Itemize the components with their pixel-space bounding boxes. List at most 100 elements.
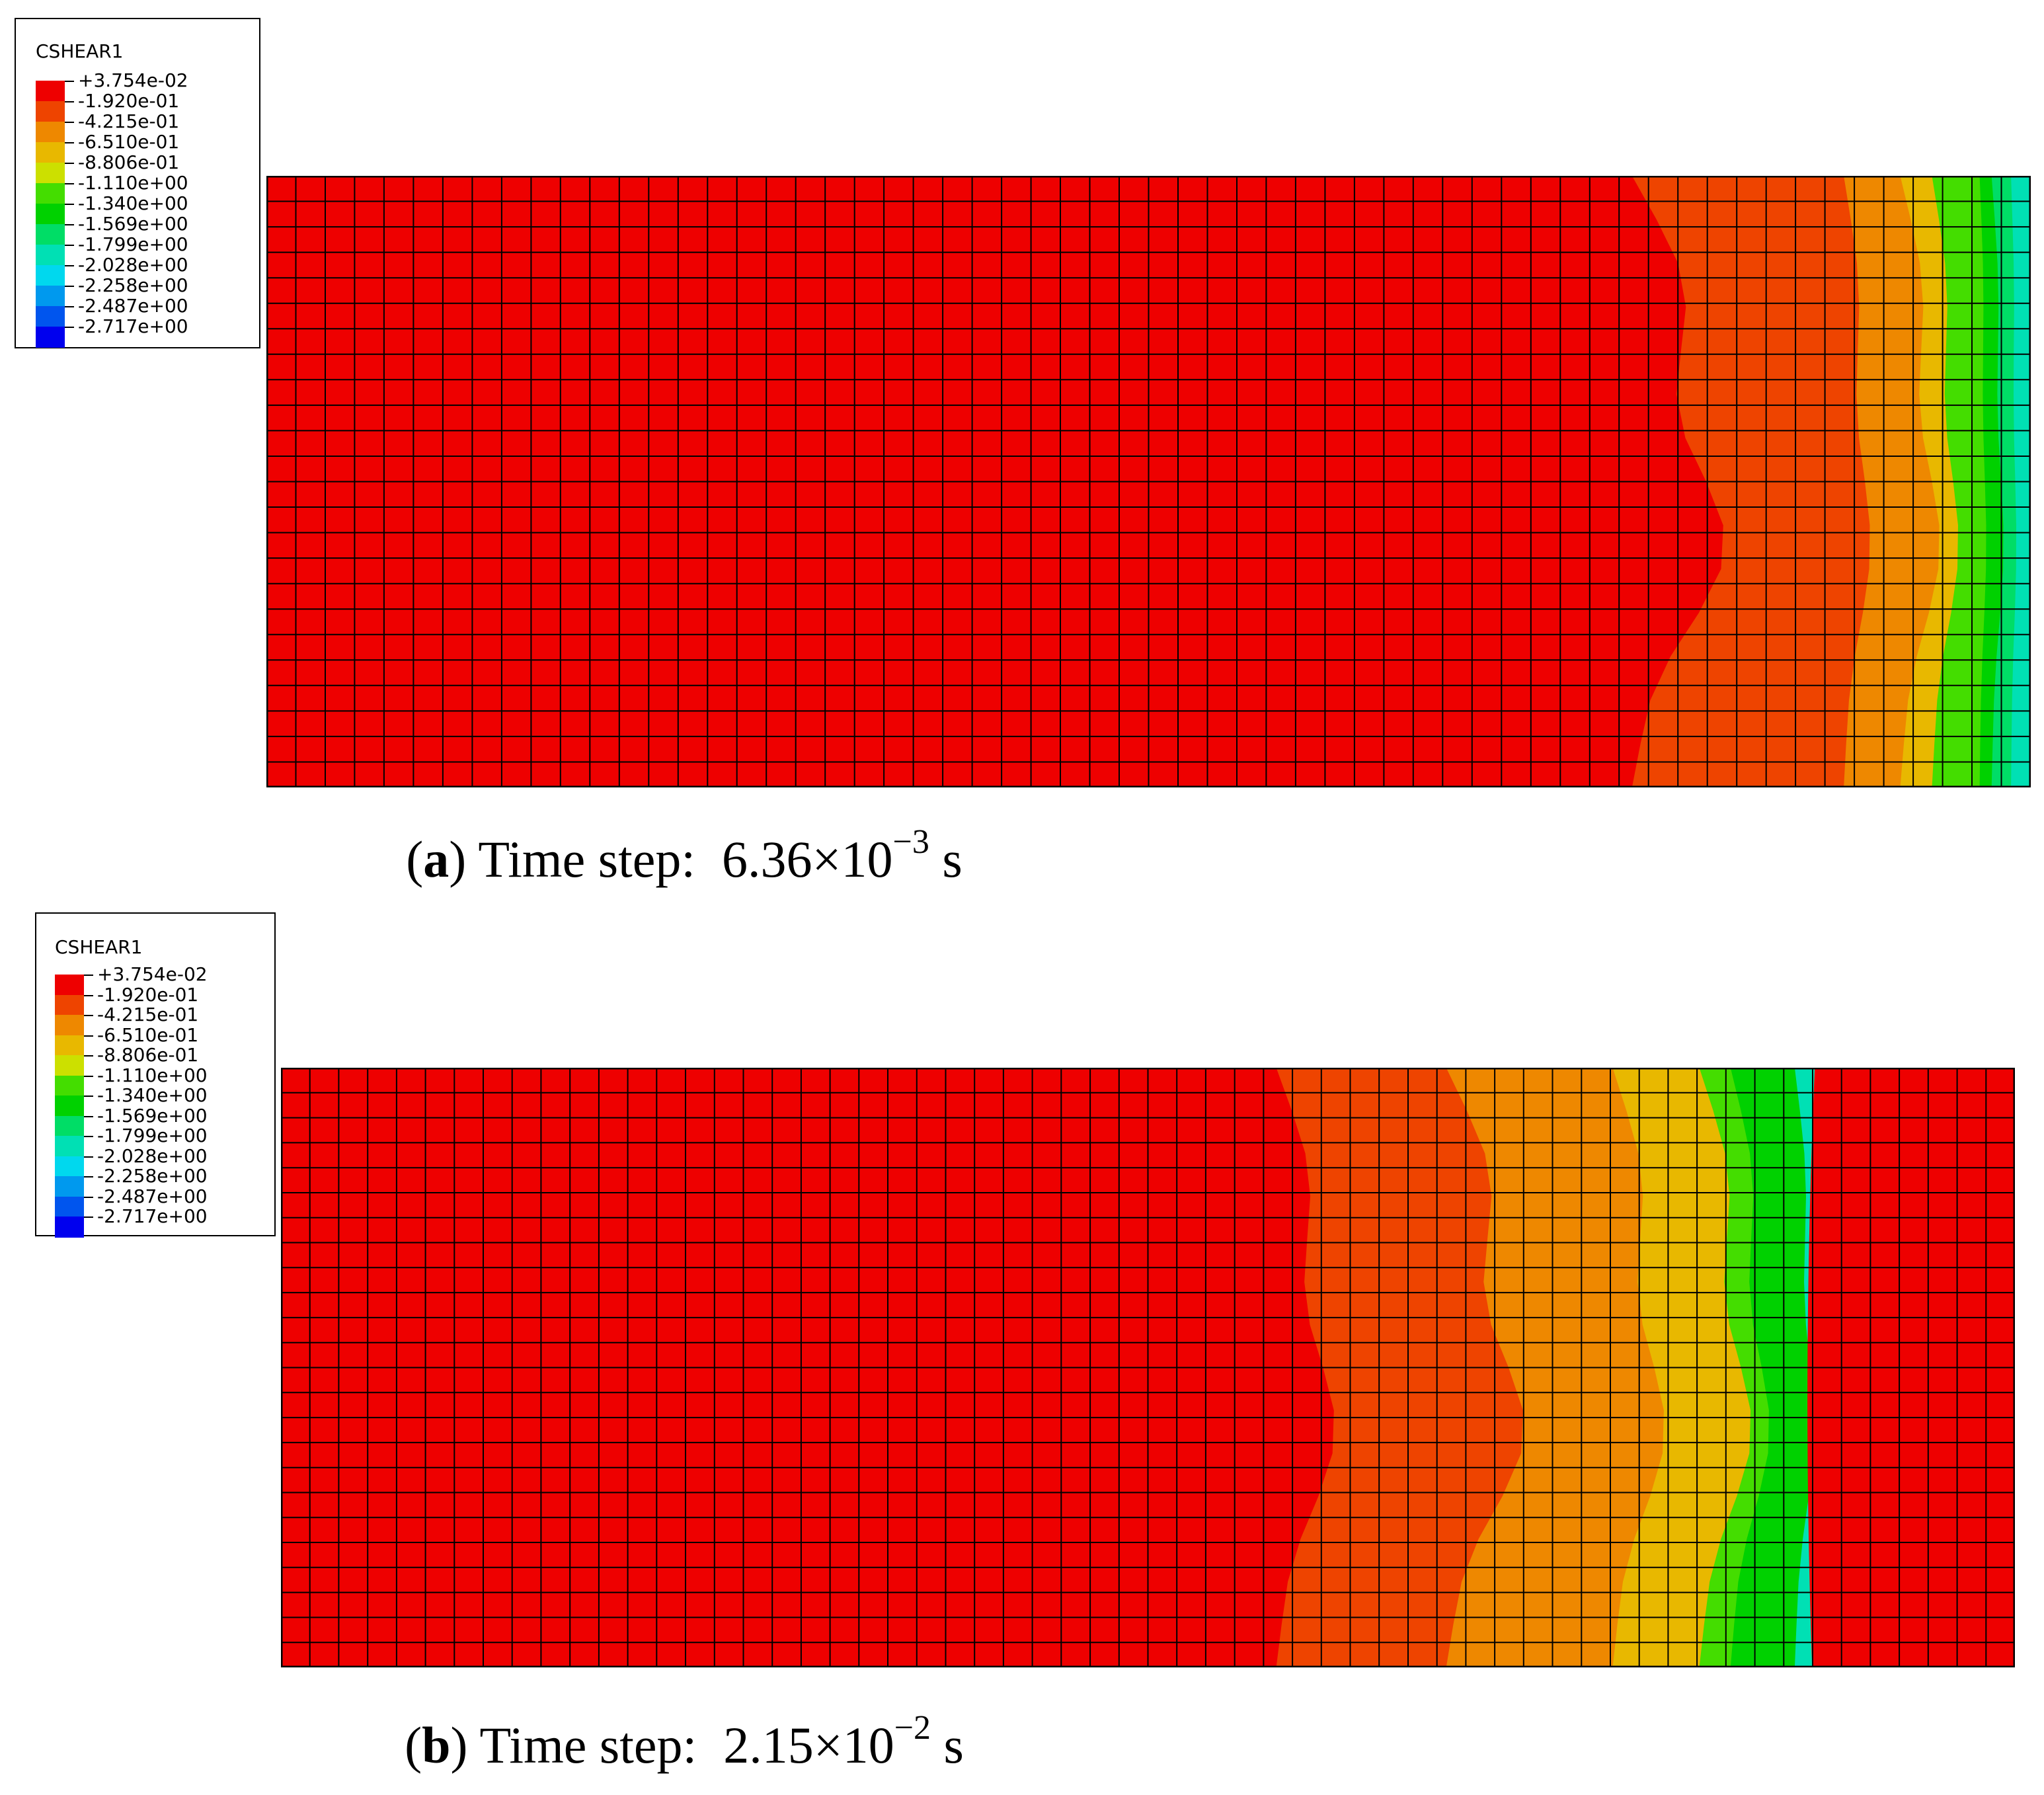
legend-label: -4.215e-01 [78,110,180,132]
caption-letter: a [423,830,450,888]
legend-tick [84,994,93,996]
legend-tick [65,204,74,205]
legend-tick [65,265,74,266]
legend-label: -1.569e+00 [78,213,188,235]
legend-tick [84,1055,93,1057]
legend-label: -8.806e-01 [78,151,180,173]
legend-label: -8.806e-01 [97,1044,199,1066]
legend-tick [84,1156,93,1158]
legend-title: CSHEAR1 [55,936,143,958]
legend-swatch [55,1075,84,1096]
legend-tick [84,1015,93,1016]
legend-swatch [36,163,65,184]
legend-label: -2.028e+00 [78,254,188,276]
legend-swatch [55,1055,84,1076]
legend-label: -6.510e-01 [97,1023,199,1046]
legend-swatch [36,327,65,348]
legend-swatch [36,142,65,163]
legend-tick [65,224,74,225]
legend-swatch [55,1156,84,1177]
time-exponent: −3 [892,823,929,861]
contour-plot-a [266,176,2031,787]
legend-label: -2.487e+00 [78,295,188,317]
caption-a: (a) Time step: 6.36×10−3 s [406,823,963,889]
legend-tick [84,1196,93,1198]
legend-a: CSHEAR1 +3.754e-02 -1.920e-01 -4.215e-01 -6… [15,18,260,348]
legend-label: -4.215e-01 [97,1004,199,1025]
legend-label: -6.510e-01 [78,131,180,153]
legend-swatch [36,101,65,122]
legend-swatch [36,265,65,286]
legend-tick [65,183,74,184]
legend-tick [65,306,74,307]
legend-label: -2.717e+00 [97,1205,208,1227]
caption-text: Time step: [478,830,696,888]
legend-swatch [55,1115,84,1137]
legend-title: CSHEAR1 [36,40,124,62]
legend-label: +3.754e-02 [97,963,208,985]
legend-swatch [36,245,65,266]
mesh-border [281,1068,2015,1667]
mesh-grid [266,176,2031,787]
legend-swatch [55,1035,84,1056]
legend-swatch [36,183,65,204]
caption-text: Time step: [479,1716,697,1774]
legend-tick [84,1176,93,1177]
legend-label: -1.340e+00 [97,1084,208,1106]
legend-swatch [55,1176,84,1197]
legend-tick [65,101,74,102]
legend-tick [84,1075,93,1077]
legend-tick [84,975,93,976]
legend-label: -2.717e+00 [78,315,188,337]
legend-tick [65,122,74,123]
legend-label: -2.258e+00 [97,1165,208,1187]
legend-swatch [55,994,84,1016]
time-mantissa: 2.15×10 [723,1716,894,1774]
legend-label: -1.920e-01 [97,983,199,1006]
time-mantissa: 6.36×10 [722,830,893,888]
legend-label: -1.569e+00 [97,1104,208,1127]
caption-letter: b [422,1716,451,1774]
legend-tick [84,1217,93,1218]
legend-label: -1.920e-01 [78,90,180,112]
legend-swatch [55,1196,84,1217]
legend-tick [84,1096,93,1097]
legend-swatch [36,286,65,307]
legend-tick [84,1115,93,1117]
legend-tick [65,245,74,246]
legend-label: -1.799e+00 [97,1125,208,1146]
mesh-grid [281,1068,2015,1667]
legend-swatch [36,204,65,225]
legend-label: +3.754e-02 [78,69,188,91]
legend-label: -1.110e+00 [97,1064,208,1086]
legend-label: -1.110e+00 [78,172,188,194]
legend-b: CSHEAR1 +3.754e-02 -1.920e-01 -4.215e-01 -6… [35,912,276,1238]
legend-tick [65,286,74,287]
legend-swatch [55,1136,84,1157]
time-unit: s [943,1716,964,1774]
legend-swatch [36,306,65,327]
legend-tick [84,1136,93,1137]
caption-b: (b) Time step: 2.15×10−2 s [405,1709,964,1775]
mesh-border [266,176,2031,787]
legend-swatch [36,122,65,143]
time-exponent: −2 [894,1709,931,1747]
time-unit: s [942,830,963,888]
legend-label: -1.340e+00 [78,192,188,214]
legend-label: -2.258e+00 [78,274,188,296]
legend-tick [65,163,74,164]
legend-swatch [55,1096,84,1117]
legend-label: -2.487e+00 [97,1185,208,1207]
legend-label: -2.028e+00 [97,1144,208,1167]
legend-swatch [36,224,65,245]
legend-swatch [36,81,65,102]
legend-tick [65,327,74,328]
legend-swatch [55,975,84,996]
legend-tick [65,142,74,143]
legend-swatch [55,1217,84,1238]
legend-swatch [55,1015,84,1036]
legend-tick [84,1035,93,1037]
legend-tick [65,81,74,82]
contour-plot-b [281,1068,2015,1667]
legend-label: -1.799e+00 [78,233,188,255]
